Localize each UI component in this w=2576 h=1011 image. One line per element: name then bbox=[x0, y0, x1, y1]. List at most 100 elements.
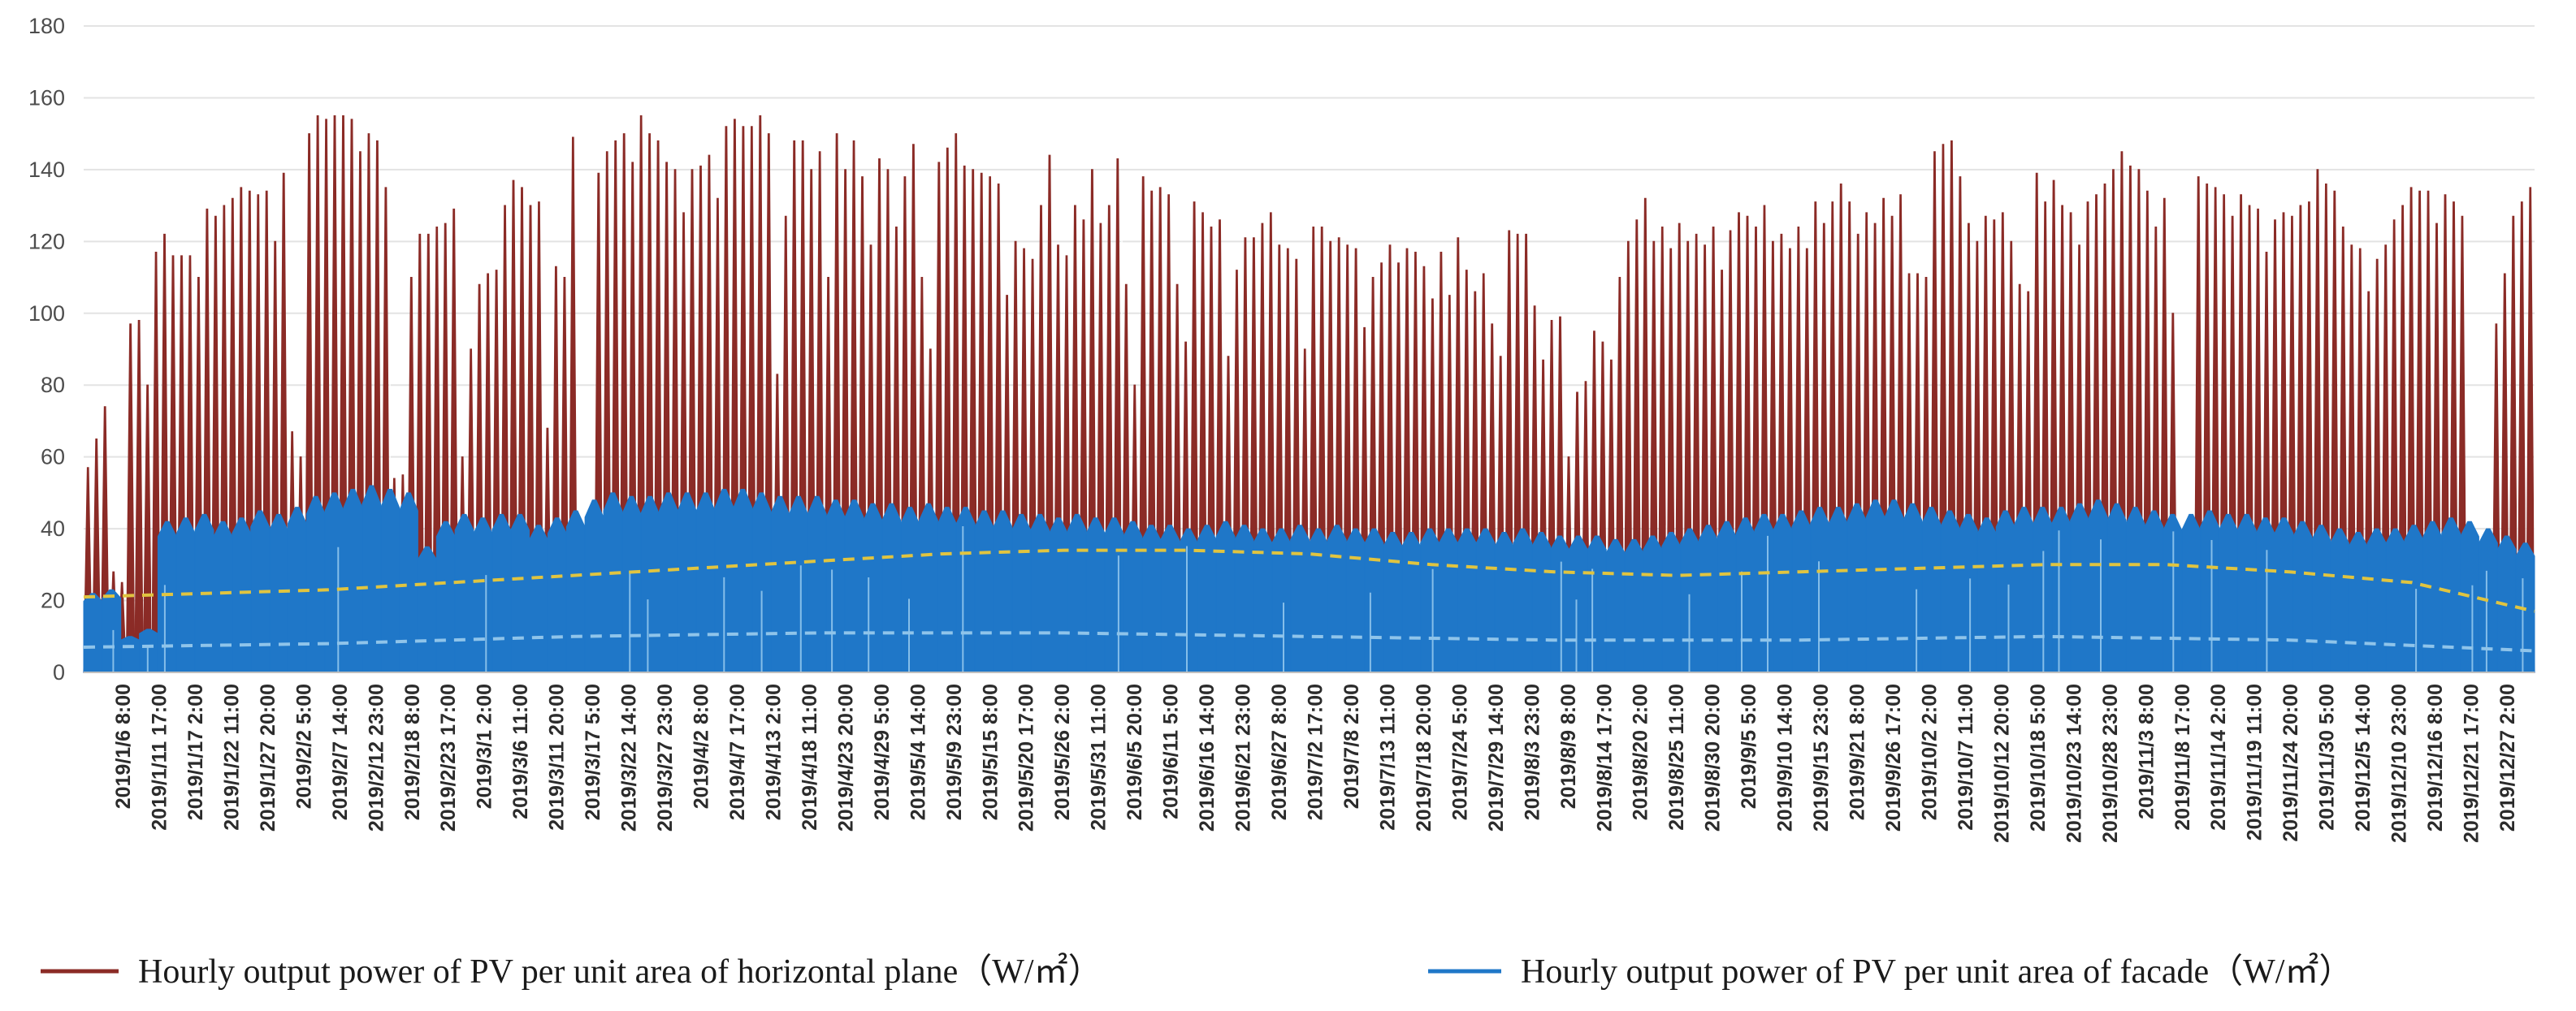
facade-day-spike bbox=[362, 485, 382, 673]
x-tick-label: 2019/1/17 2:00 bbox=[184, 684, 207, 820]
facade-day-spike bbox=[1735, 517, 1756, 673]
x-tick-label: 2019/6/5 20:00 bbox=[1123, 684, 1146, 820]
facade-day-spike bbox=[1569, 535, 1588, 673]
x-tick-label: 2019/1/6 8:00 bbox=[112, 684, 135, 809]
facade-day-spike bbox=[1717, 521, 1737, 673]
facade-day-spike bbox=[937, 507, 957, 673]
x-tick-label: 2019/2/12 23:00 bbox=[365, 684, 387, 832]
facade-day-spike bbox=[1030, 513, 1050, 673]
x-tick-label: 2019/10/18 5:00 bbox=[2027, 684, 2050, 832]
facade-day-spike bbox=[120, 636, 141, 673]
facade-day-spike bbox=[2125, 507, 2145, 673]
facade-day-spike bbox=[2218, 513, 2238, 673]
x-tick-label: 2019/6/21 23:00 bbox=[1232, 684, 1255, 832]
facade-day-spike bbox=[1661, 532, 1682, 673]
facade-day-spike bbox=[2292, 521, 2313, 673]
facade-day-spike bbox=[547, 517, 567, 673]
facade-day-spike bbox=[2366, 528, 2387, 673]
y-tick-label: 120 bbox=[28, 229, 65, 253]
facade-day-spike bbox=[1197, 525, 1217, 673]
x-tick-label: 2019/9/15 23:00 bbox=[1810, 684, 1833, 832]
facade-day-spike bbox=[2330, 528, 2349, 673]
facade-day-spike bbox=[1494, 532, 1514, 673]
x-tick-label: 2019/1/22 11:00 bbox=[220, 684, 243, 831]
facade-day-spike bbox=[1215, 521, 1236, 673]
x-tick-label: 2019/7/29 14:00 bbox=[1485, 684, 1508, 832]
facade-day-spike bbox=[1141, 525, 1162, 673]
facade-day-spike bbox=[1439, 528, 1458, 673]
facade-day-spike bbox=[1865, 499, 1885, 673]
facade-day-spike bbox=[529, 525, 548, 673]
facade-day-spike bbox=[2200, 510, 2219, 673]
facade-day-spike bbox=[1290, 525, 1310, 673]
x-tick-label: 2019/11/24 20:00 bbox=[2279, 684, 2302, 842]
facade-day-spike bbox=[1791, 510, 1812, 673]
facade-day-spike bbox=[621, 495, 642, 673]
facade-day-spike bbox=[789, 495, 808, 673]
facade-day-spike bbox=[1513, 528, 1533, 673]
facade-day-spike bbox=[2460, 521, 2479, 673]
facade-day-spike bbox=[1884, 499, 1904, 673]
x-tick-label: 2019/4/7 17:00 bbox=[726, 684, 749, 820]
x-tick-label: 2019/11/30 5:00 bbox=[2316, 684, 2339, 831]
x-tick-label: 2019/2/18 8:00 bbox=[401, 684, 424, 820]
x-tick-label: 2019/8/25 11:00 bbox=[1665, 684, 1688, 831]
facade-day-spike bbox=[1921, 507, 1942, 673]
x-tick-label: 2019/10/12 20:00 bbox=[1990, 684, 2013, 843]
facade-day-spike bbox=[2311, 525, 2331, 673]
x-tick-label: 2019/10/2 2:00 bbox=[1919, 684, 1942, 820]
facade-day-spike bbox=[1846, 503, 1867, 673]
x-tick-label: 2019/4/13 2:00 bbox=[763, 684, 786, 820]
x-tick-label: 2019/11/3 8:00 bbox=[2135, 684, 2158, 819]
y-tick-label: 160 bbox=[28, 85, 65, 110]
x-tick-label: 2019/3/27 23:00 bbox=[654, 684, 677, 832]
facade-day-spike bbox=[1327, 525, 1347, 673]
facade-day-spike bbox=[2163, 513, 2183, 673]
facade-day-spike bbox=[399, 492, 418, 673]
facade-day-spike bbox=[1531, 532, 1552, 673]
facade-day-spike bbox=[695, 492, 716, 673]
facade-day-spike bbox=[417, 546, 437, 673]
facade-day-spike bbox=[919, 503, 938, 673]
facade-day-spike bbox=[1309, 528, 1328, 673]
y-tick-label: 20 bbox=[41, 589, 65, 613]
facade-day-spike bbox=[1160, 525, 1180, 673]
x-tick-label: 2019/11/8 17:00 bbox=[2171, 684, 2194, 831]
x-tick-label: 2019/8/14 17:00 bbox=[1593, 684, 1616, 832]
x-tick-label: 2019/3/11 20:00 bbox=[546, 684, 569, 831]
x-tick-label: 2019/4/2 8:00 bbox=[691, 684, 713, 809]
x-tick-label: 2019/8/3 23:00 bbox=[1521, 684, 1543, 820]
facade-day-spike bbox=[1624, 538, 1644, 673]
facade-day-spike bbox=[770, 495, 790, 673]
facade-day-spike bbox=[974, 510, 994, 673]
facade-day-spike bbox=[324, 492, 344, 673]
x-tick-label: 2019/7/24 5:00 bbox=[1448, 684, 1471, 820]
facade-day-spike bbox=[1457, 528, 1477, 673]
x-tick-label: 2019/8/30 20:00 bbox=[1702, 684, 1725, 832]
legend-label-horizontal: Hourly output power of PV per unit area … bbox=[138, 953, 1102, 991]
x-tick-label: 2019/12/27 2:00 bbox=[2496, 684, 2519, 832]
facade-day-spike bbox=[454, 513, 474, 673]
facade-day-spike bbox=[955, 507, 976, 673]
x-tick-label: 2019/6/16 14:00 bbox=[1196, 684, 1219, 832]
x-tick-label: 2019/10/28 23:00 bbox=[2099, 684, 2122, 843]
facade-day-spike bbox=[305, 495, 326, 673]
facade-day-spike bbox=[343, 489, 363, 673]
x-tick-label: 2019/4/18 11:00 bbox=[799, 684, 821, 831]
facade-day-spike bbox=[2014, 507, 2034, 673]
x-tick-label: 2019/12/21 17:00 bbox=[2461, 684, 2483, 843]
x-tick-label: 2019/8/9 8:00 bbox=[1557, 684, 1580, 809]
facade-day-spike bbox=[1810, 507, 1829, 673]
facade-day-spike bbox=[2106, 503, 2127, 673]
facade-day-spike bbox=[1011, 513, 1032, 673]
facade-day-spike bbox=[1420, 528, 1440, 673]
facade-day-spike bbox=[825, 499, 846, 673]
legend: Hourly output power of PV per unit area … bbox=[41, 953, 2353, 991]
facade-day-spike bbox=[2274, 517, 2294, 673]
facade-day-spike bbox=[2385, 528, 2405, 673]
facade-day-spike bbox=[807, 495, 827, 673]
facade-day-spike bbox=[83, 593, 103, 673]
facade-day-spike bbox=[733, 489, 753, 673]
facade-day-spike bbox=[232, 517, 252, 673]
